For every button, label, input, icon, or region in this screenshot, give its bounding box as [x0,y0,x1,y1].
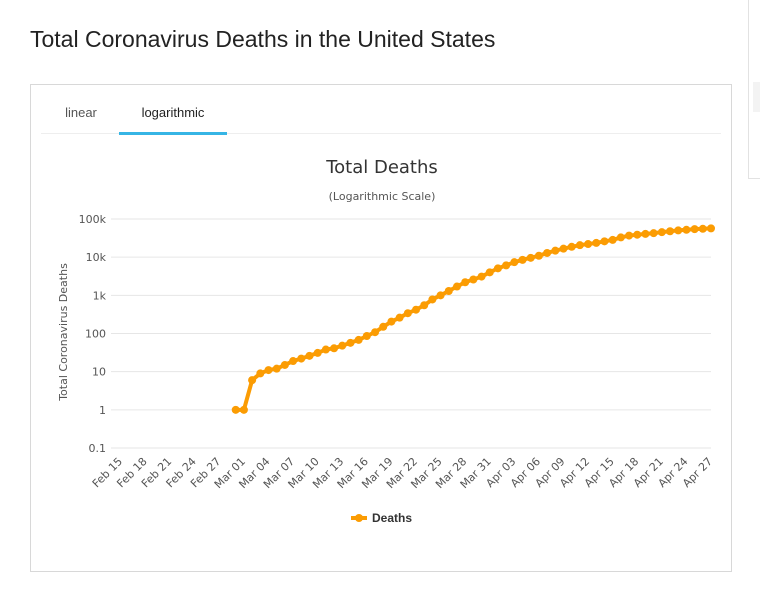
y-tick-label: 10 [92,366,106,379]
data-point[interactable] [584,240,593,249]
y-tick-label: 1 [99,404,106,417]
data-point[interactable] [387,317,396,326]
data-point[interactable] [518,255,527,264]
side-panel-stripe [753,82,760,112]
data-point[interactable] [575,241,584,250]
data-point[interactable] [543,248,552,257]
data-point[interactable] [510,258,519,267]
scale-tabs: linear logarithmic [41,85,721,135]
side-panel-edge [748,0,760,179]
data-point[interactable] [403,309,412,318]
data-point[interactable] [452,282,461,291]
data-point[interactable] [289,357,298,366]
data-point[interactable] [231,405,240,414]
y-tick-label: 1k [93,289,107,302]
data-point[interactable] [412,305,420,314]
series-line [233,226,713,412]
chart-title: Total Deaths [325,157,438,178]
data-point[interactable] [354,335,363,344]
data-point[interactable] [600,237,609,246]
data-point[interactable] [313,348,322,357]
data-point[interactable] [559,244,568,253]
data-point[interactable] [330,344,339,353]
data-point[interactable] [625,231,634,240]
data-point[interactable] [477,272,486,281]
data-point[interactable] [485,268,494,277]
data-point[interactable] [592,238,601,247]
series-deaths [231,224,715,414]
data-point[interactable] [633,230,642,239]
data-point[interactable] [526,253,535,262]
data-point[interactable] [707,224,715,233]
data-point[interactable] [551,246,560,255]
y-tick-label: 10k [86,251,107,264]
data-point[interactable] [641,229,650,238]
data-point[interactable] [666,227,675,236]
data-point[interactable] [420,301,429,310]
data-point[interactable] [264,366,273,375]
data-point[interactable] [461,278,470,287]
data-point[interactable] [256,369,265,378]
data-point[interactable] [395,313,404,322]
data-point[interactable] [493,264,502,273]
data-point[interactable] [248,376,257,385]
data-point[interactable] [444,286,453,295]
grid-layer [111,218,711,449]
data-point[interactable] [674,226,683,235]
data-point[interactable] [239,405,248,414]
data-point[interactable] [657,228,666,237]
y-axis-label: Total Coronavirus Deaths [57,263,70,402]
data-point[interactable] [272,364,281,373]
legend-marker [355,514,363,522]
tab-linear[interactable]: linear [65,105,97,120]
deaths-chart: Total Deaths (Logarithmic Scale) Total C… [57,157,715,525]
data-point[interactable] [502,261,511,270]
data-point[interactable] [371,328,380,337]
tab-logarithmic[interactable]: logarithmic [119,85,227,135]
legend[interactable]: Deaths [351,511,412,525]
data-point[interactable] [534,251,543,260]
data-point[interactable] [321,345,330,354]
data-point[interactable] [428,295,437,304]
chart-subtitle: (Logarithmic Scale) [329,190,436,203]
tab-logarithmic-label: logarithmic [141,105,205,120]
data-point[interactable] [338,341,347,350]
data-point[interactable] [608,235,617,244]
data-point[interactable] [362,331,371,340]
data-point[interactable] [305,351,314,360]
y-tick-label: 100 [85,328,106,341]
y-tick-labels: 100k 10k 1k 100 10 1 0.1 [79,213,107,455]
data-point[interactable] [567,242,576,251]
data-point[interactable] [346,338,355,347]
data-point[interactable] [436,291,445,300]
data-point[interactable] [379,322,388,331]
data-point[interactable] [649,229,658,238]
data-point[interactable] [698,224,707,233]
y-tick-label: 0.1 [89,442,107,455]
page-title: Total Coronavirus Deaths in the United S… [30,26,496,52]
active-tab-indicator [119,132,227,135]
legend-label[interactable]: Deaths [372,511,412,525]
data-point[interactable] [690,225,699,234]
data-point[interactable] [469,275,478,284]
chart-panel: linear logarithmic Total Deaths (Logarit… [30,84,732,572]
data-point[interactable] [297,354,306,363]
data-point[interactable] [280,360,289,369]
data-point[interactable] [682,225,691,234]
data-point[interactable] [616,233,625,242]
y-tick-label: 100k [79,213,107,226]
